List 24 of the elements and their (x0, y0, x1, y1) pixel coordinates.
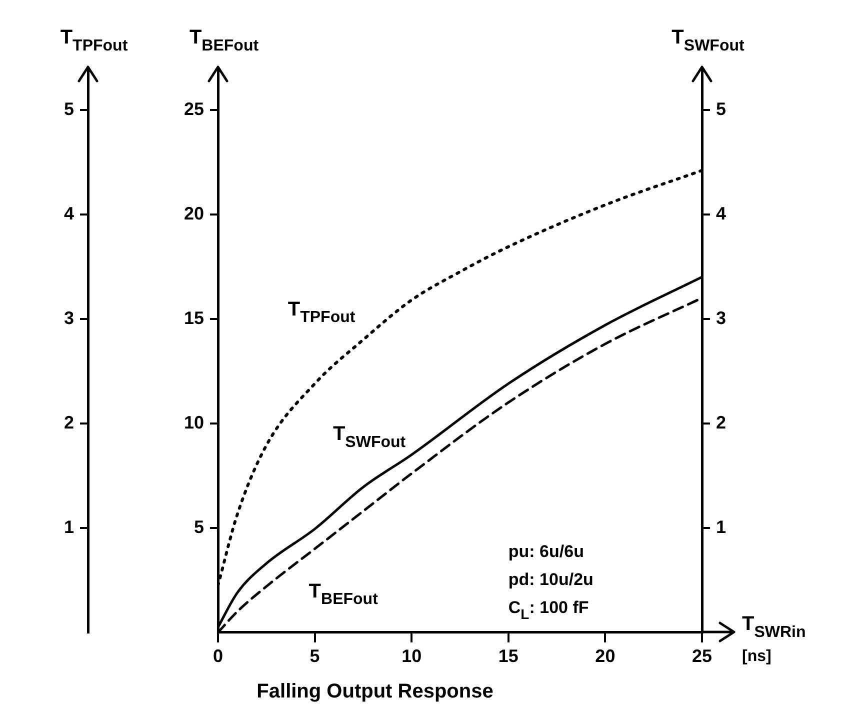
y3-tick-label: 3 (64, 308, 74, 328)
y-tick-label: 10 (184, 412, 204, 432)
y3-tick-label: 4 (64, 203, 74, 224)
x-tick-label: 5 (310, 646, 320, 666)
x-tick-label: 0 (212, 646, 224, 666)
y3-tick-label: 2 (64, 412, 74, 432)
x-tick-label: 20 (595, 646, 616, 666)
text: Falling Output Response (256, 680, 494, 703)
y3-tick-label: 1 (64, 516, 74, 537)
y2-tick-label: 5 (716, 98, 726, 119)
y-tick-label: 25 (184, 98, 204, 119)
x-tick-label: 25 (692, 646, 712, 666)
y2-tick-label: 1 (716, 516, 726, 537)
y-tick-label: 5 (194, 516, 204, 537)
y2-tick-label: 3 (716, 308, 726, 328)
y3-tick-label: 5 (64, 98, 74, 119)
y-tick-label: 15 (184, 308, 204, 328)
y-tick-label: 20 (184, 203, 204, 224)
x-tick-label: 15 (498, 646, 518, 666)
annotation: pd: 10u/2u (508, 570, 594, 590)
annotation: pu: 6u/6u (508, 542, 584, 562)
y2-tick-label: 4 (716, 203, 726, 224)
y2-tick-label: 2 (716, 412, 726, 432)
x-tick-label: 10 (402, 646, 422, 666)
